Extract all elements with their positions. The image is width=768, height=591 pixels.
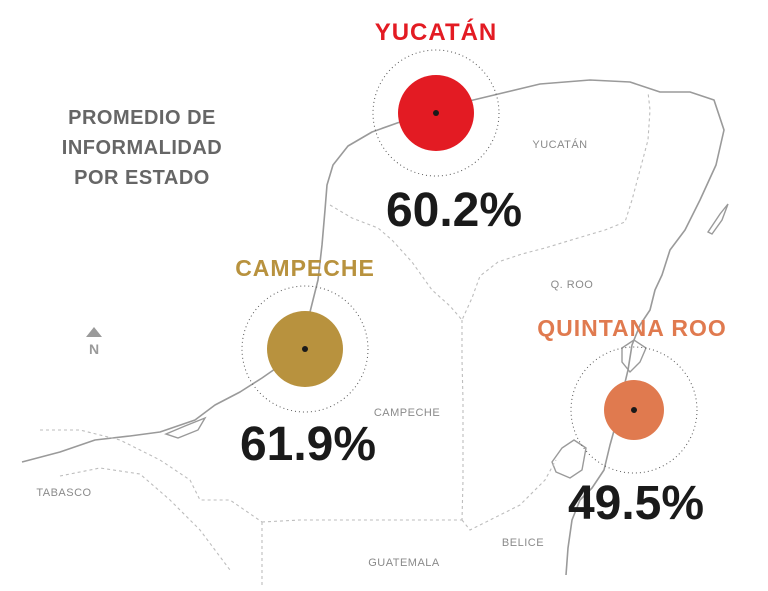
chetumal-bay <box>551 439 587 479</box>
heading-line-2: INFORMALIDAD <box>62 137 222 159</box>
state-name-quintana-roo: QUINTANA ROO <box>537 315 727 341</box>
region-label-campeche: CAMPECHE <box>374 407 440 419</box>
marker-ring <box>372 49 500 177</box>
marker-ring <box>570 346 698 474</box>
island-cozumel <box>706 203 729 235</box>
state-name-yucatan: YUCATÁN <box>375 18 498 46</box>
island-laguna <box>164 416 207 439</box>
state-name-campeche: CAMPECHE <box>235 255 375 281</box>
marker-yucatan[interactable] <box>372 49 500 177</box>
marker-quintana-roo[interactable] <box>570 346 698 474</box>
region-label-yucatan: YUCATÁN <box>532 138 587 151</box>
marker-ring <box>241 285 369 413</box>
heading-line-1: PROMEDIO DE <box>68 107 216 129</box>
state-value-yucatan: 60.2% <box>386 184 522 237</box>
peninsula-spit <box>621 339 647 374</box>
marker-dot <box>302 346 308 352</box>
state-value-campeche: 61.9% <box>240 418 376 471</box>
region-label-qroo: Q. ROO <box>551 279 594 291</box>
region-label-belice: BELICE <box>502 537 544 549</box>
marker-dot <box>631 407 637 413</box>
marker-campeche[interactable] <box>241 285 369 413</box>
north-label: N <box>89 341 99 357</box>
state-borders <box>40 91 651 585</box>
state-value-quintana-roo: 49.5% <box>568 477 704 530</box>
region-label-tabasco: TABASCO <box>36 487 91 499</box>
marker-dot <box>433 110 439 116</box>
north-arrow-icon <box>86 327 102 337</box>
north-arrow: N <box>86 327 102 357</box>
heading-line-3: POR ESTADO <box>74 167 210 189</box>
region-label-guatemala: GUATEMALA <box>368 557 440 569</box>
map-heading: PROMEDIO DE INFORMALIDAD POR ESTADO <box>62 107 222 189</box>
